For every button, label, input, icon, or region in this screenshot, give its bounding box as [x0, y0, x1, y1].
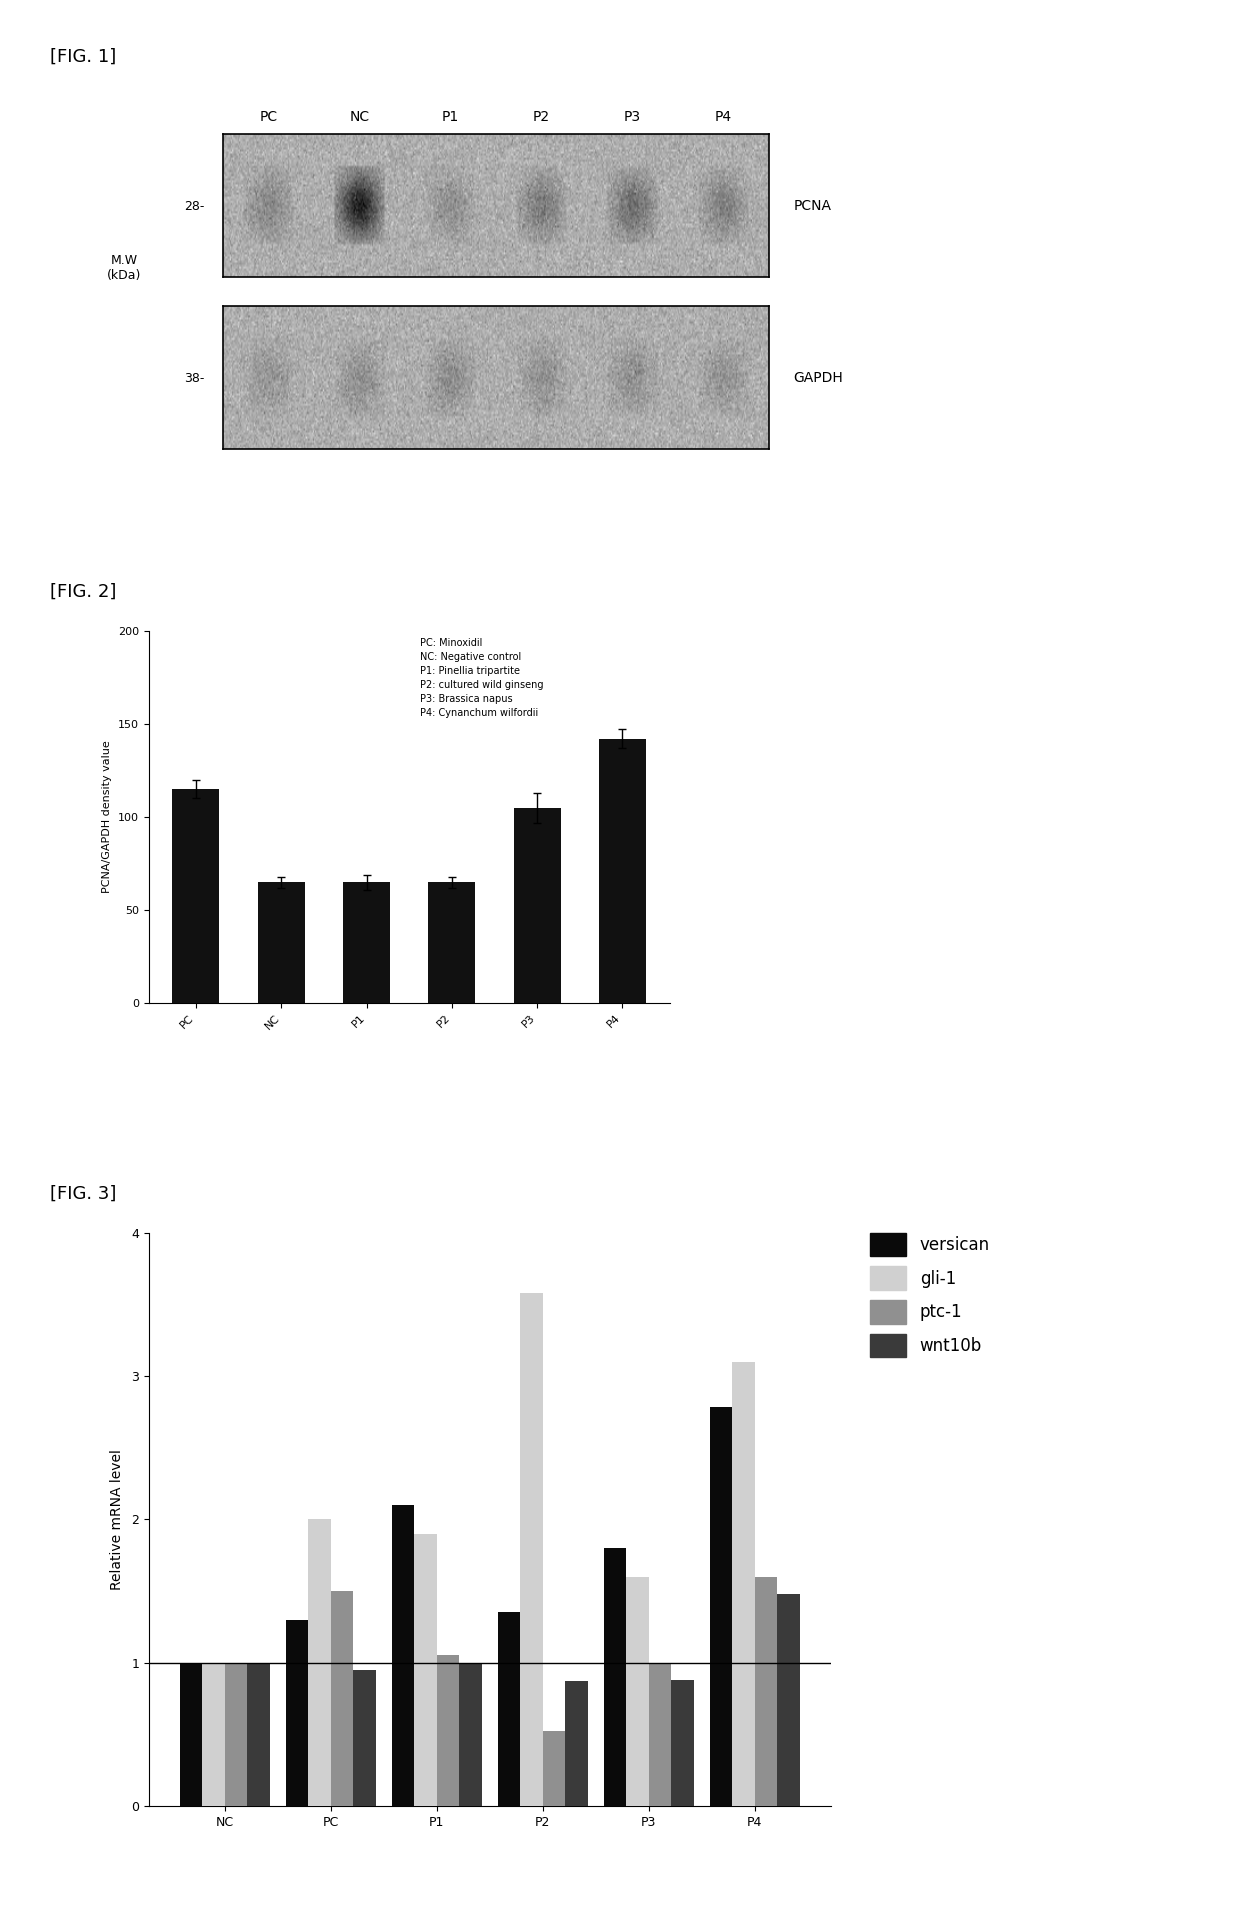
- Bar: [436, 1655, 459, 1806]
- Bar: [247, 1663, 270, 1806]
- Bar: [599, 740, 646, 1003]
- Bar: [309, 1519, 331, 1806]
- Bar: [343, 883, 391, 1003]
- Text: P3: P3: [624, 111, 641, 124]
- Bar: [331, 1590, 353, 1806]
- Text: M.W
(kDa): M.W (kDa): [107, 254, 141, 281]
- Bar: [202, 1663, 224, 1806]
- Bar: [649, 1663, 671, 1806]
- Bar: [353, 1670, 376, 1806]
- Bar: [777, 1594, 800, 1806]
- Text: P2: P2: [533, 111, 551, 124]
- Bar: [459, 1663, 482, 1806]
- Bar: [414, 1533, 436, 1806]
- Bar: [392, 1506, 414, 1806]
- Y-axis label: PCNA/GAPDH density value: PCNA/GAPDH density value: [103, 741, 113, 892]
- Text: P1: P1: [441, 111, 459, 124]
- Text: [FIG. 2]: [FIG. 2]: [50, 583, 117, 600]
- Bar: [513, 808, 560, 1003]
- Bar: [172, 789, 219, 1003]
- Text: 28-: 28-: [185, 201, 205, 212]
- Text: [FIG. 1]: [FIG. 1]: [50, 48, 115, 65]
- Text: PCNA: PCNA: [794, 199, 832, 214]
- Y-axis label: Relative mRNA level: Relative mRNA level: [110, 1449, 124, 1590]
- Text: PC: PC: [259, 111, 278, 124]
- Text: 38-: 38-: [185, 373, 205, 384]
- Bar: [497, 1613, 521, 1806]
- Legend: versican, gli-1, ptc-1, wnt10b: versican, gli-1, ptc-1, wnt10b: [867, 1229, 993, 1361]
- Bar: [755, 1577, 777, 1806]
- Bar: [428, 883, 475, 1003]
- Text: NC: NC: [350, 111, 370, 124]
- Bar: [543, 1731, 565, 1806]
- Bar: [521, 1292, 543, 1806]
- Text: GAPDH: GAPDH: [794, 371, 843, 386]
- Bar: [180, 1663, 202, 1806]
- Bar: [258, 883, 305, 1003]
- Bar: [565, 1682, 588, 1806]
- Bar: [733, 1361, 755, 1806]
- Bar: [626, 1577, 649, 1806]
- Text: PC: Minoxidil
NC: Negative control
P1: Pinellia tripartite
P2: cultured wild gin: PC: Minoxidil NC: Negative control P1: P…: [419, 638, 543, 719]
- Bar: [604, 1548, 626, 1806]
- Text: P4: P4: [714, 111, 732, 124]
- Bar: [671, 1680, 694, 1806]
- Bar: [285, 1619, 309, 1806]
- Bar: [709, 1406, 733, 1806]
- Text: [FIG. 3]: [FIG. 3]: [50, 1185, 117, 1202]
- Bar: [224, 1663, 247, 1806]
